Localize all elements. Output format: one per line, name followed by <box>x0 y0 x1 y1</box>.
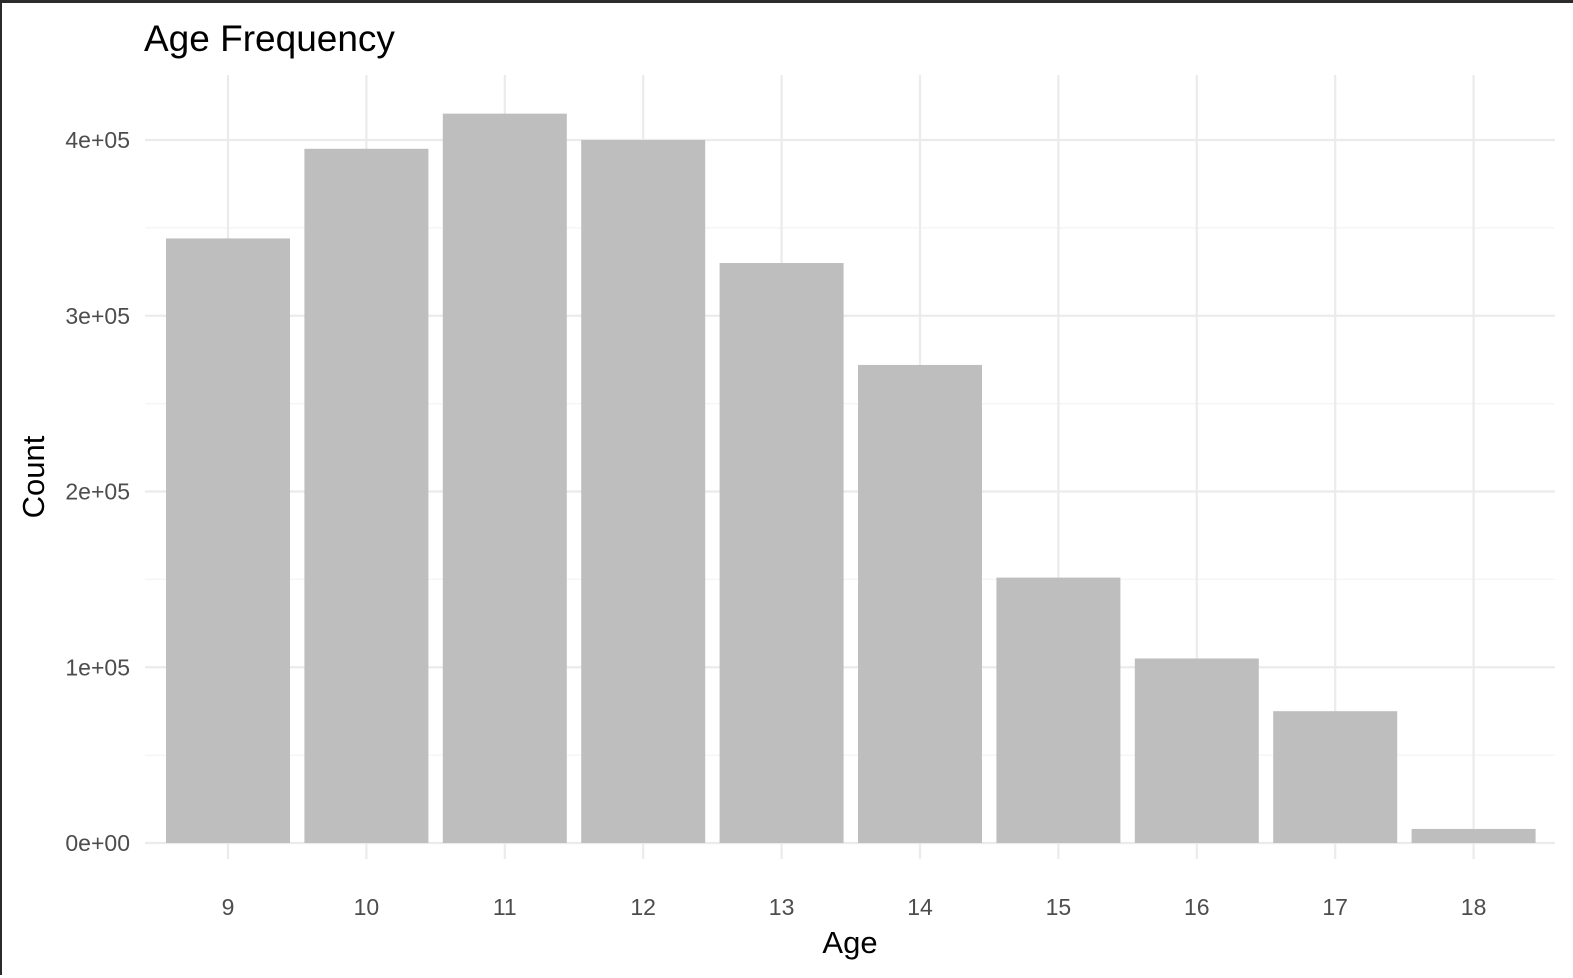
x-tick-label: 12 <box>630 894 656 920</box>
bar-age-13 <box>719 263 844 843</box>
bar-chart: 0e+00 1e+05 2e+05 3e+05 4e+05 9 10 11 12 13 14 15 1… <box>16 18 1555 960</box>
x-tick-label: 17 <box>1322 894 1348 920</box>
bar-age-17 <box>1273 711 1398 843</box>
y-tick-label: 1e+05 <box>65 654 130 680</box>
x-axis-title: Age <box>822 925 877 960</box>
x-tick-label: 16 <box>1184 894 1210 920</box>
bar-age-14 <box>858 364 982 843</box>
bar-age-9 <box>166 238 290 844</box>
bars <box>166 113 1536 844</box>
x-axis-ticks: 9 10 11 12 13 14 15 16 17 18 <box>222 894 1487 920</box>
bar-age-10 <box>304 148 429 844</box>
y-tick-label: 3e+05 <box>65 303 130 329</box>
bar-age-12 <box>581 140 706 843</box>
bar-age-11 <box>442 113 567 843</box>
x-tick-label: 9 <box>222 894 235 920</box>
chart-title: Age Frequency <box>144 18 395 59</box>
x-tick-label: 18 <box>1461 894 1487 920</box>
x-tick-label: 11 <box>493 894 517 920</box>
bar-age-15 <box>996 577 1121 843</box>
bar-age-18 <box>1411 828 1536 843</box>
bar-age-16 <box>1134 658 1259 843</box>
x-tick-label: 14 <box>907 894 933 920</box>
y-axis-title: Count <box>16 435 51 518</box>
y-tick-label: 4e+05 <box>65 127 130 153</box>
y-tick-label: 0e+00 <box>65 830 130 856</box>
y-tick-label: 2e+05 <box>65 479 130 505</box>
x-tick-label: 10 <box>354 894 380 920</box>
x-tick-label: 15 <box>1046 894 1072 920</box>
x-tick-label: 13 <box>769 894 795 920</box>
y-axis-ticks: 0e+00 1e+05 2e+05 3e+05 4e+05 <box>65 127 130 856</box>
